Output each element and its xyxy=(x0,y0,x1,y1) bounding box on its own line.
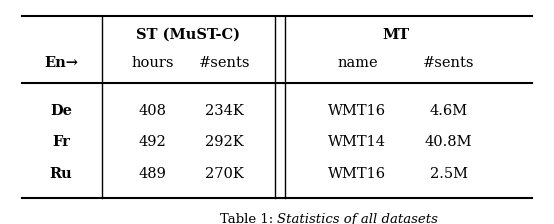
Text: Table 1:: Table 1: xyxy=(219,213,277,224)
Text: ST (MuST-C): ST (MuST-C) xyxy=(136,28,240,42)
Text: En→: En→ xyxy=(44,56,78,70)
Text: 40.8M: 40.8M xyxy=(425,135,473,149)
Text: hours: hours xyxy=(131,56,173,70)
Text: MT: MT xyxy=(383,28,409,42)
Text: 234K: 234K xyxy=(205,104,244,118)
Text: 492: 492 xyxy=(138,135,166,149)
Text: 489: 489 xyxy=(138,167,166,181)
Text: Ru: Ru xyxy=(49,167,73,181)
Text: 4.6M: 4.6M xyxy=(430,104,468,118)
Text: #sents: #sents xyxy=(199,56,250,70)
Text: Fr: Fr xyxy=(52,135,70,149)
Text: WMT14: WMT14 xyxy=(329,135,386,149)
Text: De: De xyxy=(50,104,72,118)
Text: name: name xyxy=(337,56,378,70)
Text: 408: 408 xyxy=(138,104,166,118)
Text: 270K: 270K xyxy=(205,167,244,181)
Text: WMT16: WMT16 xyxy=(329,167,386,181)
Text: 2.5M: 2.5M xyxy=(430,167,468,181)
Text: #sents: #sents xyxy=(423,56,474,70)
Text: 292K: 292K xyxy=(205,135,244,149)
Text: WMT16: WMT16 xyxy=(329,104,386,118)
Text: Statistics of all datasets: Statistics of all datasets xyxy=(277,213,438,224)
